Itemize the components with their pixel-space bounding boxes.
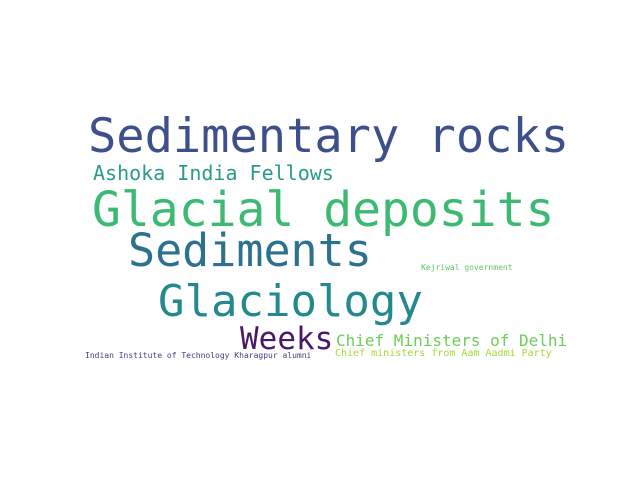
word-ashoka-india-fellows: Ashoka India Fellows [93, 161, 334, 185]
word-iit-kharagpur-alumni: Indian Institute of Technology Kharagpur… [85, 351, 312, 360]
word-glaciology: Glaciology [158, 276, 423, 327]
word-sedimentary-rocks: Sedimentary rocks [88, 109, 570, 164]
word-chief-ministers-aap: Chief ministers from Aam Aadmi Party [335, 348, 552, 359]
word-glacial-deposits: Glacial deposits [92, 182, 555, 238]
word-weeks: Weeks [240, 321, 334, 357]
word-chief-ministers-of-delhi: Chief Ministers of Delhi [336, 331, 568, 350]
word-sediments: Sediments [128, 224, 372, 277]
word-kejriwal-government: Kejriwal government [421, 263, 513, 272]
